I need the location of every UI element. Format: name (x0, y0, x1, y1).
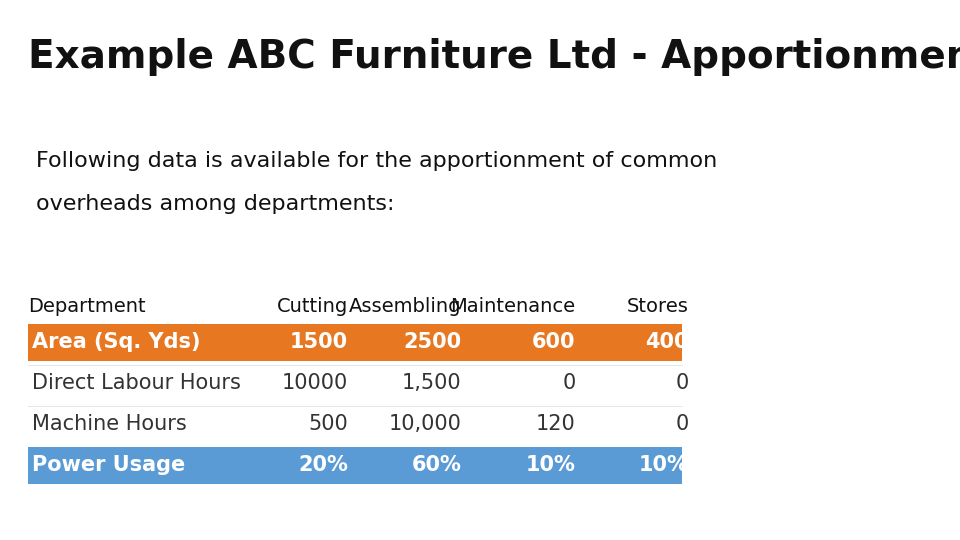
Text: 20%: 20% (299, 455, 348, 476)
Text: Machine Hours: Machine Hours (32, 414, 186, 435)
Text: Cutting: Cutting (276, 297, 348, 316)
Text: 0: 0 (676, 414, 689, 435)
Text: Area (Sq. Yds): Area (Sq. Yds) (32, 332, 201, 353)
Text: overheads among departments:: overheads among departments: (36, 194, 394, 214)
Text: Following data is available for the apportionment of common: Following data is available for the appo… (36, 151, 717, 171)
Text: 500: 500 (308, 414, 348, 435)
Text: Department: Department (29, 297, 146, 316)
FancyBboxPatch shape (29, 447, 682, 484)
FancyBboxPatch shape (29, 324, 682, 361)
Text: 10000: 10000 (282, 373, 348, 394)
Text: 0: 0 (563, 373, 575, 394)
Text: 600: 600 (532, 332, 575, 353)
Text: 1500: 1500 (290, 332, 348, 353)
Text: Direct Labour Hours: Direct Labour Hours (32, 373, 241, 394)
Text: Maintenance: Maintenance (450, 297, 575, 316)
Text: 10%: 10% (639, 455, 689, 476)
Text: 10%: 10% (525, 455, 575, 476)
Text: 2500: 2500 (403, 332, 462, 353)
Text: Example ABC Furniture Ltd - Apportionment: Example ABC Furniture Ltd - Apportionmen… (29, 38, 960, 76)
Text: 0: 0 (676, 373, 689, 394)
Text: 10,000: 10,000 (389, 414, 462, 435)
Text: 60%: 60% (412, 455, 462, 476)
Text: Assembling: Assembling (349, 297, 462, 316)
Text: Power Usage: Power Usage (32, 455, 185, 476)
Text: 400: 400 (645, 332, 689, 353)
Text: 120: 120 (536, 414, 575, 435)
Text: Stores: Stores (627, 297, 689, 316)
Text: 1,500: 1,500 (402, 373, 462, 394)
